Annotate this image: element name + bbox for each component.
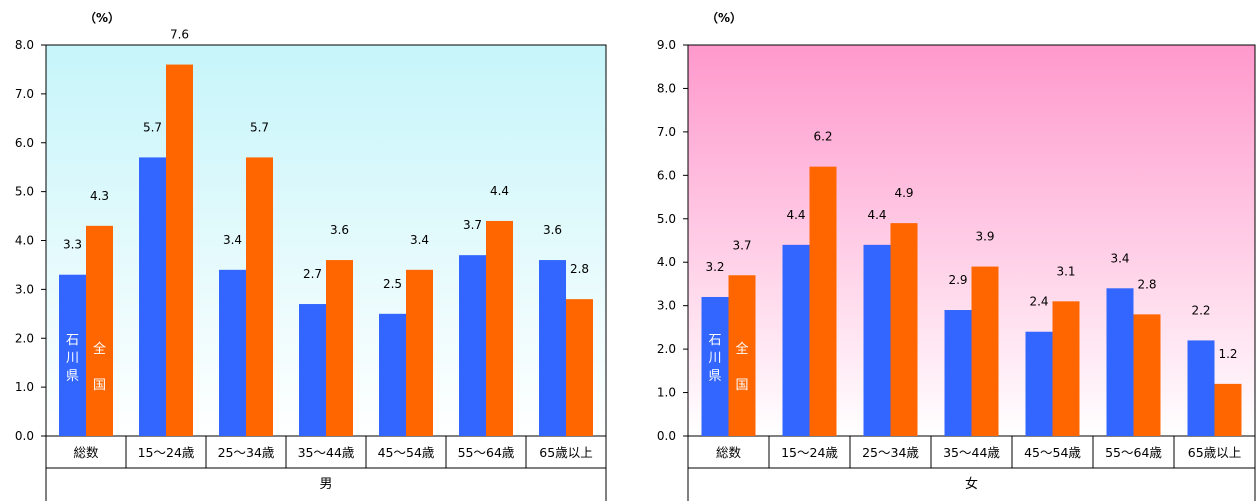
group-label: 男 [319, 477, 332, 492]
data-label: 3.1 [1056, 264, 1075, 278]
bar-national [972, 267, 999, 436]
bar-national [246, 157, 273, 436]
y-tick-label: 3.0 [15, 282, 34, 296]
category-label: 65歳以上 [1188, 445, 1241, 460]
y-tick-label: 0.0 [657, 429, 676, 443]
y-tick-label: 0.0 [15, 429, 34, 443]
bar-national [406, 270, 433, 436]
data-label: 2.2 [1191, 303, 1210, 317]
chart-male: （%） 0.0 1.0 2.0 3.0 4.0 5.0 6.0 7.0 8.0 総数 15～24歳 25… [15, 10, 606, 501]
data-label: 5.7 [143, 120, 162, 134]
category-label: 45～54歳 [378, 445, 435, 460]
y-tick-label: 7.0 [657, 125, 676, 139]
y-tick-label: 5.0 [15, 185, 34, 199]
y-tick-label: 8.0 [15, 38, 34, 52]
y-tick-label: 2.0 [657, 342, 676, 356]
bar-national [1134, 314, 1161, 436]
data-label: 4.9 [894, 186, 913, 200]
data-label: 4.4 [490, 184, 509, 198]
data-label: 4.4 [867, 208, 886, 222]
category-label: 55～64歳 [458, 445, 515, 460]
bar-ishikawa [459, 255, 486, 436]
category-label: 35～44歳 [298, 445, 355, 460]
bar-ishikawa [1188, 340, 1215, 436]
bar-ishikawa [945, 310, 972, 436]
y-tick-label: 1.0 [15, 380, 34, 394]
data-label: 2.4 [1029, 295, 1048, 309]
y-tick-label: 7.0 [15, 87, 34, 101]
bar-national [566, 299, 593, 436]
y-tick-label: 6.0 [15, 136, 34, 150]
category-label: 15～24歳 [781, 445, 838, 460]
data-label: 4.4 [786, 208, 805, 222]
bar-ishikawa [539, 260, 566, 436]
y-tick-label: 4.0 [15, 234, 34, 248]
bar-national [326, 260, 353, 436]
data-label: 5.7 [250, 120, 269, 134]
in-bar-series-name: 石川県 [708, 333, 721, 384]
y-tick-label: 2.0 [15, 331, 34, 345]
bar-ishikawa [219, 270, 246, 436]
bar-ishikawa [379, 314, 406, 436]
data-label: 2.8 [1137, 277, 1156, 291]
bar-ishikawa [139, 157, 166, 436]
data-label: 3.2 [705, 260, 724, 274]
y-tick-label: 6.0 [657, 168, 676, 182]
bar-national [486, 221, 513, 436]
data-label: 1.2 [1218, 347, 1237, 361]
bar-national [1215, 384, 1242, 436]
data-label: 3.4 [1110, 251, 1129, 265]
data-label: 7.6 [170, 28, 189, 42]
data-label: 2.5 [383, 277, 402, 291]
y-unit-label: （%） [706, 10, 742, 25]
category-label: 15～24歳 [138, 445, 195, 460]
bar-ishikawa [1107, 288, 1134, 436]
category-label: 55～64歳 [1105, 445, 1162, 460]
data-label: 3.7 [732, 238, 751, 252]
bar-national [891, 223, 918, 436]
data-label: 3.7 [463, 218, 482, 232]
y-tick-label: 5.0 [657, 212, 676, 226]
data-label: 2.8 [570, 262, 589, 276]
y-tick-label: 8.0 [657, 81, 676, 95]
bar-national [810, 167, 837, 436]
y-tick-label: 9.0 [657, 38, 676, 52]
data-label: 3.4 [223, 233, 242, 247]
y-tick-label: 3.0 [657, 299, 676, 313]
category-label: 35～44歳 [943, 445, 1000, 460]
bar-national [1053, 301, 1080, 436]
bar-ishikawa [702, 297, 729, 436]
data-label: 3.9 [975, 230, 994, 244]
data-label: 3.6 [543, 223, 562, 237]
y-tick-label: 1.0 [657, 386, 676, 400]
bar-ishikawa [783, 245, 810, 436]
in-bar-series-name: 石川県 [66, 333, 79, 384]
data-label: 3.6 [330, 223, 349, 237]
bar-ishikawa [299, 304, 326, 436]
category-label: 45～54歳 [1024, 445, 1081, 460]
bar-ishikawa [864, 245, 891, 436]
group-label: 女 [965, 476, 978, 492]
data-label: 4.3 [90, 189, 109, 203]
data-label: 6.2 [813, 130, 832, 144]
bar-national [86, 226, 113, 436]
y-unit-label: （%） [84, 10, 120, 25]
category-label: 65歳以上 [539, 445, 592, 460]
bar-national [166, 65, 193, 436]
category-label: 総数 [73, 445, 99, 460]
y-tick-label: 4.0 [657, 255, 676, 269]
data-label: 3.3 [63, 238, 82, 252]
category-label: 総数 [716, 445, 742, 460]
data-label: 2.9 [948, 273, 967, 287]
data-label: 2.7 [303, 267, 322, 281]
bar-ishikawa [1026, 332, 1053, 436]
category-label: 25～34歳 [218, 445, 275, 460]
data-label: 3.4 [410, 233, 429, 247]
category-label: 25～34歳 [862, 445, 919, 460]
chart-female: （%） 0.0 1.0 2.0 3.0 4.0 5.0 6.0 7.0 8.0 9.0 総数 15～24… [657, 10, 1255, 501]
